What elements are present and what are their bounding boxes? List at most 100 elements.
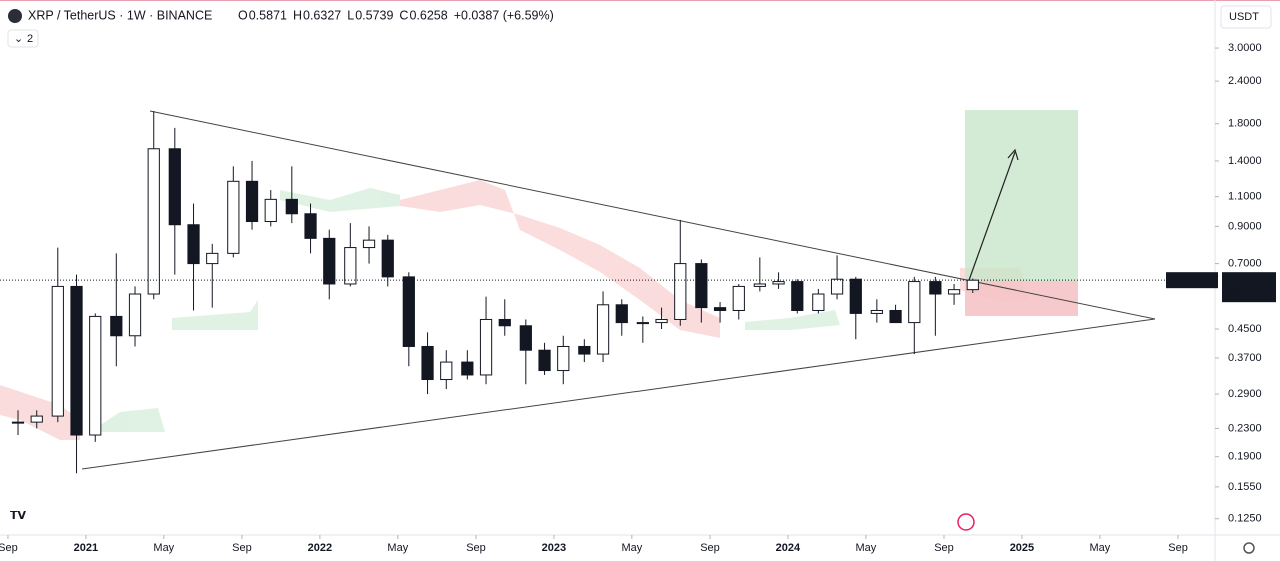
candle-body [557,345,570,372]
x-tick-label: Sep [232,542,252,554]
y-tick-label: 0.3700 [1228,352,1262,364]
candle-body [966,279,979,291]
candle-body [70,285,83,436]
y-tick-label: 2.4000 [1228,75,1262,87]
candle-body [381,239,394,278]
chevron: ⌄ [14,33,23,45]
y-tick-label: 0.2300 [1228,422,1262,434]
ohlc-value: 0.6327 [303,8,341,22]
candle-body [51,285,64,417]
x-tick-label: Sep [0,542,18,554]
candle-body [344,247,357,285]
countdown-label: 10:41:16 [1228,287,1271,299]
cloud-green [172,300,258,330]
candle-body [89,315,102,436]
candle-body [849,278,862,314]
candle-body [11,421,25,424]
candle-body [168,148,181,226]
ticker-label: XRPUSDT [1166,274,1219,286]
projection-arrow [967,148,1019,284]
x-tick-label: May [153,542,174,554]
y-tick-label: 0.9000 [1228,220,1262,232]
candle-body [519,325,532,351]
y-tick-label: 1.8000 [1228,118,1262,130]
candle-body [362,239,376,249]
tradingview-logo: 𝗧𝗩 [10,510,27,522]
cloud-green [280,188,400,212]
y-tick-label: 0.4500 [1228,323,1262,335]
symbol-logo [8,9,22,23]
x-tick-label: May [387,542,408,554]
trendline-upper [149,110,1156,320]
x-tick-label: Sep [1168,542,1188,554]
x-tick-label: May [1089,542,1110,554]
candle-body [227,180,240,254]
candle-body [147,148,160,295]
currency-button[interactable] [1220,5,1272,29]
candle-body [713,307,727,311]
cloud-green [745,310,840,330]
candle-body [498,318,511,327]
settings-icon[interactable] [1243,542,1255,554]
x-tick-label: 2022 [308,542,332,554]
candle-body [889,309,902,324]
y-tick-label: 1.4000 [1228,155,1262,167]
candle-body [753,283,766,287]
ticker-badge [1166,272,1218,289]
y-tick-label: 0.1900 [1228,451,1262,463]
candle-body [285,198,298,215]
events-icon[interactable] [957,513,975,531]
cloud-green [90,408,165,432]
y-tick-label: 1.1000 [1228,191,1262,203]
ohlc-value: 0.6258 [409,8,447,22]
ohlc-key: C [399,8,408,22]
y-tick-label: 0.1250 [1228,513,1262,525]
candle-body [110,315,123,337]
candle-body [695,263,708,309]
candle-body [206,252,219,265]
price-badge [1222,272,1276,303]
y-tick-label: 0.1550 [1228,481,1262,493]
cloud-red [400,180,720,338]
candle-body [772,281,785,285]
candle-body [402,276,415,347]
candle-body [578,345,591,355]
arrow-shaft [967,151,1016,284]
triangle-pattern [81,110,1156,470]
candle-body [870,309,883,314]
ohlc-value: 0.5739 [355,8,393,22]
candle-body [538,349,551,372]
candle-body [128,293,142,337]
x-tick-label: Sep [934,542,954,554]
candle-body [596,304,610,355]
candle-body [947,289,961,295]
stop-zone [965,281,1078,316]
x-tick-label: 2024 [776,542,801,554]
candle-body [636,322,649,325]
x-tick-label: Sep [700,542,720,554]
candle-body [732,285,745,311]
y-tick-label: 0.2900 [1228,388,1262,400]
target-zone [965,110,1078,281]
candle-body [323,237,336,285]
x-tick-label: May [855,542,876,554]
candle-body [812,293,825,311]
candle-body [908,281,921,324]
indicators-count: 2 [27,33,33,45]
candle-body [421,345,434,381]
indicators-toggle[interactable] [7,29,39,48]
ohlc-key: O [238,8,248,22]
candle-body [615,304,628,324]
currency-label: USDT [1229,11,1259,23]
candle-body [929,281,942,295]
symbol-title: XRP / TetherUS · 1W · BINANCE [28,8,212,22]
candle-body [440,361,453,381]
x-tick-label: 2023 [542,542,566,554]
ohlc-key: H [293,8,302,22]
y-tick-label: 3.0000 [1228,42,1262,54]
candle-body [264,198,277,223]
candle-body [791,281,804,311]
ohlc-value: 0.5871 [249,8,287,22]
candle-body [30,415,43,423]
candle-body [245,180,259,223]
